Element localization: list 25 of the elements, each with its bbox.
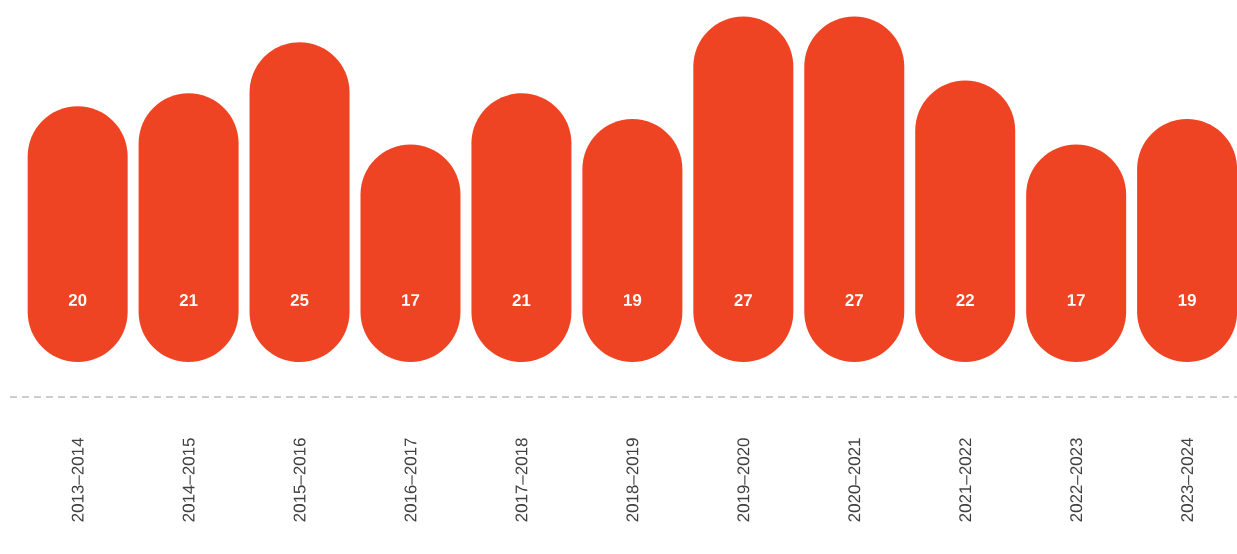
data-label: 27 — [734, 294, 752, 306]
data-label: 21 — [512, 294, 531, 306]
x-tick-label: 2019–2020 — [737, 438, 750, 522]
data-label: 17 — [1067, 294, 1085, 306]
x-tick-label: 2022–2023 — [1070, 438, 1083, 522]
data-label: 25 — [290, 294, 309, 306]
x-tick-label: 2013–2014 — [71, 438, 84, 522]
x-tick-label: 2021–2022 — [959, 438, 972, 522]
bar — [693, 16, 794, 362]
x-tick-label: 2023–2024 — [1181, 438, 1194, 522]
data-label: 17 — [402, 294, 420, 306]
data-label: 20 — [68, 294, 87, 306]
bar — [804, 16, 905, 362]
bar — [249, 42, 350, 362]
x-tick-label: 2017–2018 — [515, 438, 528, 522]
data-label: 19 — [1178, 294, 1196, 306]
data-label: 27 — [845, 294, 863, 306]
x-tick-label: 2016–2017 — [404, 438, 417, 522]
x-tick-label: 2015–2016 — [293, 438, 306, 522]
data-label: 21 — [179, 294, 198, 306]
x-tick-label: 2018–2019 — [626, 438, 639, 522]
data-label: 19 — [624, 294, 642, 306]
x-tick-label: 2020–2021 — [848, 438, 861, 522]
x-tick-label: 2014–2015 — [182, 438, 195, 522]
data-label: 22 — [956, 294, 974, 306]
